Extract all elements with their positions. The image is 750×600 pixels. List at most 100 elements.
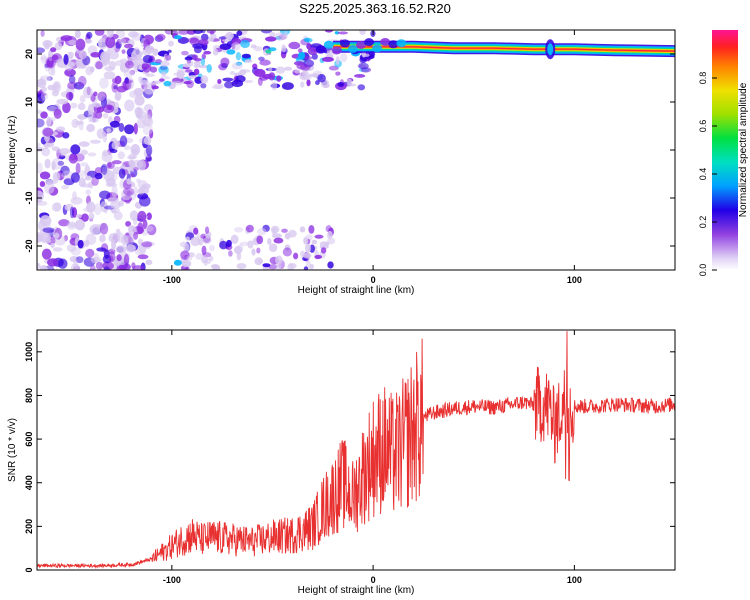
spectrogram-blob xyxy=(275,66,286,74)
spectrogram-blob xyxy=(85,39,93,44)
spectrogram-blob xyxy=(39,171,51,180)
spectrogram-blob xyxy=(247,240,254,249)
spectrogram-blob xyxy=(113,211,123,221)
spectrogram-blob xyxy=(124,43,133,49)
spectrogram-blob xyxy=(337,82,345,87)
spectrogram-blob xyxy=(73,81,85,90)
spectrogram-blob xyxy=(121,80,132,91)
spectrogram-blob xyxy=(151,85,159,90)
spectrogram-blob xyxy=(187,37,199,44)
spectrogram-blob xyxy=(273,237,284,244)
spectrogram-blob xyxy=(81,213,89,222)
spectrogram-blob xyxy=(145,259,153,265)
spectrogram-blob xyxy=(65,91,74,101)
spectrogram-blob xyxy=(75,213,83,219)
ridge-onset-blob xyxy=(372,44,383,53)
spectrogram-blob xyxy=(87,111,93,123)
spectrogram-blob xyxy=(108,255,114,263)
spectrogram-blob xyxy=(101,163,108,176)
spectrogram-blob xyxy=(154,59,162,64)
spectrogram-blob xyxy=(159,78,165,82)
spectrogram-blob xyxy=(112,101,120,110)
spectrogram-blob xyxy=(51,54,59,61)
colorbar-tick-label: 0.6 xyxy=(698,120,708,133)
spectrogram-blob xyxy=(264,36,277,42)
spectrogram-blob xyxy=(53,108,62,119)
spectrogram-blob xyxy=(131,159,144,169)
ridge-onset-blob xyxy=(331,46,342,55)
spectrogram-blob xyxy=(37,142,41,148)
spectrogram-blob xyxy=(77,239,84,249)
spectrogram-blob xyxy=(198,64,208,69)
spectrogram-blob xyxy=(204,226,210,234)
spectrogram-blob xyxy=(233,245,243,255)
spectrogram-blob xyxy=(87,152,97,157)
spectrogram-blob xyxy=(219,43,232,51)
spectrogram-blob xyxy=(262,224,270,233)
colorbar-tick-label: 0.0 xyxy=(698,264,708,277)
spectrogram-blob xyxy=(320,247,327,254)
spectrogram-blob xyxy=(67,61,76,68)
spectrogram-blob xyxy=(94,203,102,216)
spectrogram-blob xyxy=(167,49,172,53)
spectrogram-blob xyxy=(51,146,60,152)
spectrogram-blob xyxy=(51,89,59,97)
spectrogram-blob xyxy=(96,128,105,139)
snr-frame xyxy=(36,329,676,571)
spectrogram-blob xyxy=(90,256,102,264)
spectrogram-blob xyxy=(335,71,341,76)
spectrogram-blob xyxy=(70,144,81,155)
spectrogram-blob xyxy=(121,49,126,54)
spectrogram-blob xyxy=(77,102,86,111)
spectrogram-blob xyxy=(143,136,152,145)
spectrogram-blob xyxy=(74,30,81,39)
spectrogram-blob xyxy=(353,74,366,78)
spectrogram-blob xyxy=(124,77,129,84)
spectrogram-blob xyxy=(300,81,305,88)
snr-y-tick-label: 400 xyxy=(24,475,34,490)
spectrogram-blob xyxy=(137,210,147,223)
spectrogram-blob xyxy=(240,69,251,73)
spectrogram-blob xyxy=(297,48,303,53)
spectrogram-blob xyxy=(96,247,107,252)
spectrogram-blob xyxy=(66,244,77,253)
spectrogram-blob xyxy=(359,56,367,64)
spectrogram-blob xyxy=(117,151,125,160)
spectrogram-blob xyxy=(58,219,70,227)
spectrogram-blob xyxy=(193,30,203,35)
spectrogram-blob xyxy=(236,251,242,261)
spectrogram-blob xyxy=(60,35,73,42)
spectrogram-blob xyxy=(184,266,190,270)
spectrogram-blob xyxy=(133,167,139,172)
spectrogram-blob xyxy=(274,255,283,265)
spectrogram-blob xyxy=(195,253,204,260)
spectrogram-blob xyxy=(39,265,48,270)
spectrogram-blob xyxy=(244,59,253,63)
spectrogram-blob xyxy=(123,79,134,84)
spectrogram-blob xyxy=(288,229,297,238)
spectrogram-blob xyxy=(116,254,122,262)
spectrogram-blob xyxy=(327,230,333,240)
spectrogram-blob xyxy=(124,235,135,246)
spectrogram-blob xyxy=(359,30,366,36)
spectrogram-blob xyxy=(203,50,212,55)
spectrogram-blob xyxy=(235,51,242,61)
spectrogram-blob xyxy=(193,57,202,62)
spectrogram-blob xyxy=(89,264,96,270)
spectrogram-blob xyxy=(293,252,299,260)
spectrogram-blob xyxy=(141,241,153,248)
spectrogram-blob xyxy=(145,225,154,232)
spectrogram-blob xyxy=(281,82,294,90)
ridge-onset-blob xyxy=(356,40,367,49)
spectrogram-blob xyxy=(37,118,45,128)
spectrogram-blob xyxy=(149,81,159,85)
spectrogram-blob xyxy=(308,225,315,234)
spectrogram-blob xyxy=(133,217,138,226)
spectrogram-blob xyxy=(68,39,77,46)
spectrogram-blob xyxy=(217,78,222,85)
spectrogram-blob xyxy=(268,243,278,253)
spectrogram-blob xyxy=(116,85,127,93)
spectrogram-blob xyxy=(70,247,81,256)
spectrogram-blob xyxy=(64,68,76,77)
spectrogram-blob xyxy=(103,266,110,270)
